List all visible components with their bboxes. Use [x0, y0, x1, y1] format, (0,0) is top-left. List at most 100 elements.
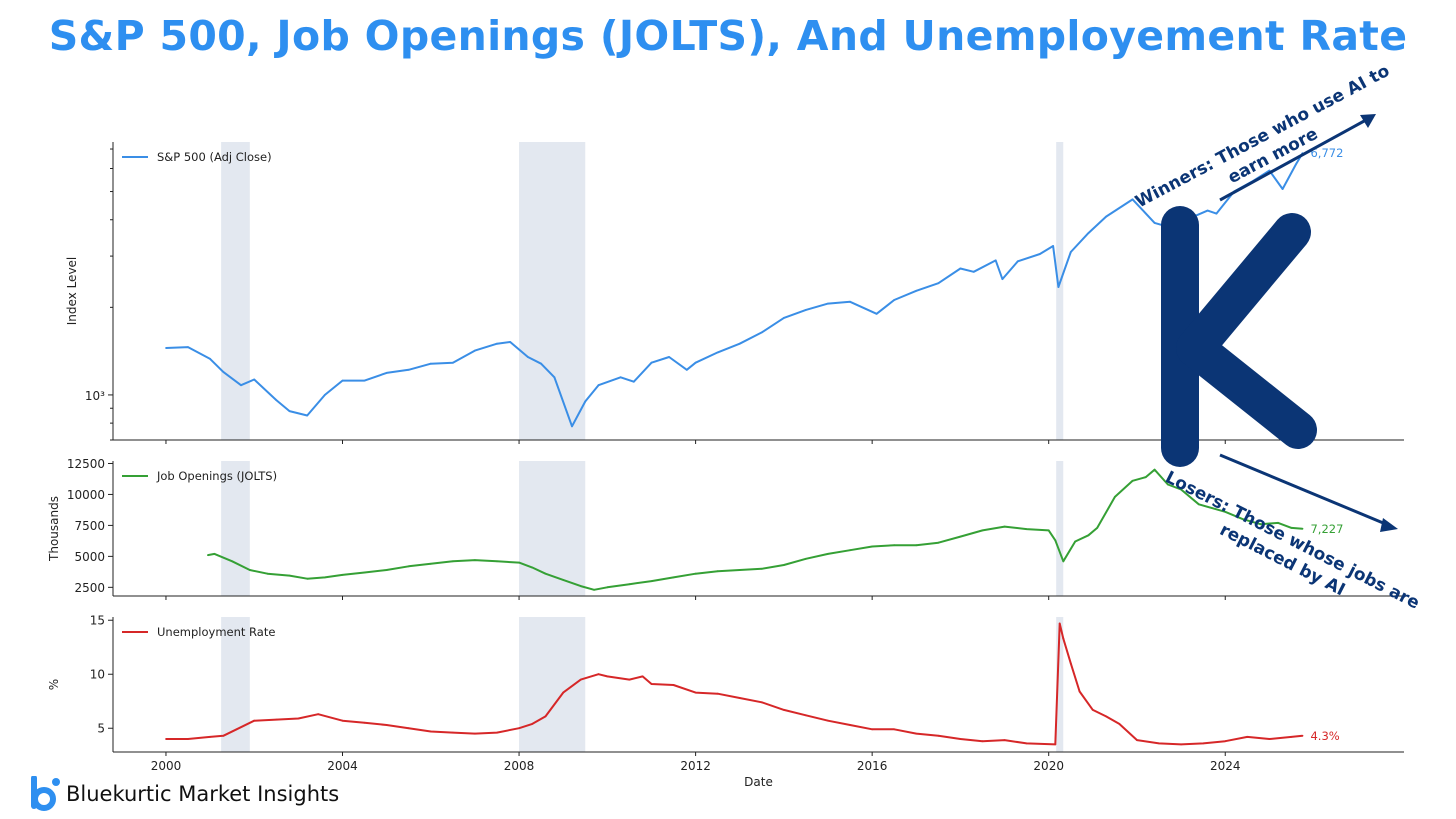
data-point-unemployment [606, 675, 609, 678]
data-point-unemployment [827, 719, 829, 722]
data-point-sp500 [619, 376, 622, 379]
data-point-unemployment [363, 721, 366, 724]
data-point-jolts [849, 549, 851, 552]
data-point-unemployment [716, 692, 719, 695]
brand-name: Bluekurtic Market Insights [66, 782, 340, 806]
y-tick-label: 5 [97, 722, 105, 736]
x-tick-label: 2000 [151, 759, 182, 773]
x-tick-label: 2004 [327, 759, 358, 773]
recession-band [221, 142, 250, 440]
data-point-jolts [1054, 539, 1057, 542]
data-point-unemployment [871, 728, 874, 731]
data-point-jolts [266, 572, 269, 575]
data-point-sp500 [288, 410, 291, 412]
recession-band [1056, 461, 1064, 596]
data-point-jolts [1259, 523, 1262, 526]
data-point-jolts [496, 560, 498, 563]
data-point-unemployment [385, 724, 388, 726]
data-point-sp500 [1069, 251, 1072, 253]
data-point-sp500 [496, 342, 498, 345]
data-point-jolts [363, 571, 366, 574]
data-point-sp500 [893, 299, 896, 301]
data-point-jolts [672, 576, 675, 579]
winners-arrow [1219, 114, 1376, 202]
data-point-jolts [738, 569, 741, 571]
data-point-jolts [1211, 507, 1213, 509]
data-point-jolts [531, 566, 534, 569]
data-point-jolts [937, 541, 940, 544]
data-point-sp500 [685, 368, 688, 371]
data-point-sp500 [827, 302, 829, 305]
data-point-sp500 [1052, 245, 1054, 247]
data-point-jolts [579, 585, 582, 587]
data-point-sp500 [509, 341, 512, 343]
chart-title: S&P 500, Job Openings (JOLTS), And Unemp… [48, 12, 1408, 60]
data-point-unemployment [562, 691, 565, 694]
data-point-sp500 [474, 349, 476, 352]
data-point-unemployment [544, 715, 547, 718]
data-point-jolts [518, 561, 520, 564]
data-point-jolts [1301, 527, 1304, 530]
data-point-unemployment [1180, 743, 1182, 746]
data-point-jolts [1224, 510, 1227, 513]
data-point-sp500 [1153, 222, 1156, 224]
data-point-sp500 [738, 342, 741, 345]
x-axis-label: Date [744, 775, 773, 789]
series-line-unemployment [166, 622, 1303, 746]
data-point-sp500 [1206, 209, 1209, 212]
data-point-unemployment [518, 727, 520, 730]
data-point-unemployment [474, 732, 476, 735]
data-point-sp500 [959, 267, 962, 270]
recession-band [1056, 617, 1064, 752]
data-point-unemployment [893, 728, 896, 731]
data-point-unemployment [1058, 622, 1061, 625]
data-point-sp500 [209, 358, 212, 360]
data-point-sp500 [694, 361, 697, 364]
y-tick-label: 2500 [74, 581, 105, 595]
recession-band [519, 461, 586, 596]
data-point-jolts [1167, 483, 1169, 486]
data-point-sp500 [783, 317, 785, 319]
winners-annotation: Winners: Those who use AI to earn more [1132, 61, 1393, 212]
data-point-sp500 [385, 372, 388, 374]
data-point-unemployment [1062, 637, 1065, 640]
recession-band [221, 461, 250, 596]
end-value-label: 6,772 [1310, 146, 1343, 160]
data-point-sp500 [527, 356, 529, 358]
y-axis-label: Thousands [47, 496, 61, 562]
data-point-jolts [429, 562, 432, 565]
data-point-jolts [1074, 540, 1077, 543]
data-point-jolts [1144, 476, 1147, 478]
data-point-sp500 [972, 270, 975, 273]
data-point-sp500 [805, 309, 807, 311]
y-tick-label: 7500 [74, 519, 105, 533]
data-point-jolts [306, 577, 309, 580]
data-point-unemployment [297, 717, 300, 720]
data-point-unemployment [597, 673, 600, 676]
data-point-jolts [650, 580, 653, 582]
data-point-jolts [1180, 488, 1182, 491]
data-point-sp500 [760, 331, 763, 334]
data-point-unemployment [628, 678, 631, 681]
data-point-jolts [1114, 496, 1116, 498]
data-point-unemployment [1105, 715, 1107, 718]
data-point-sp500 [632, 380, 635, 383]
legend-label: Job Openings (JOLTS) [156, 469, 277, 483]
data-point-unemployment [235, 728, 238, 731]
x-tick-label: 2024 [1210, 759, 1241, 773]
data-point-unemployment [641, 675, 644, 678]
data-point-jolts [1096, 527, 1099, 529]
data-point-jolts [871, 545, 874, 548]
data-point-jolts [1062, 560, 1065, 563]
x-tick-label: 2008 [504, 759, 535, 773]
data-point-unemployment [738, 697, 741, 699]
data-point-jolts [1131, 479, 1134, 482]
data-point-unemployment [1246, 736, 1249, 738]
legend-label: Unemployment Rate [157, 625, 275, 639]
data-point-jolts [915, 544, 918, 547]
k-shape [1161, 206, 1317, 467]
data-point-jolts [593, 588, 595, 591]
data-point-unemployment [579, 678, 582, 681]
data-point-sp500 [937, 282, 940, 285]
